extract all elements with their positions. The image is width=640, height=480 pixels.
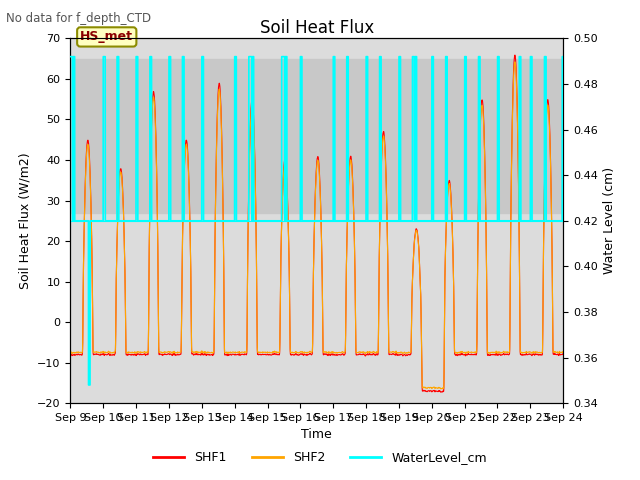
Title: Soil Heat Flux: Soil Heat Flux bbox=[260, 19, 374, 37]
Legend: SHF1, SHF2, WaterLevel_cm: SHF1, SHF2, WaterLevel_cm bbox=[148, 446, 492, 469]
Y-axis label: Soil Heat Flux (W/m2): Soil Heat Flux (W/m2) bbox=[19, 153, 31, 289]
Bar bbox=[70, 59, 563, 213]
Text: HS_met: HS_met bbox=[80, 30, 133, 43]
Text: No data for f_depth_CTD: No data for f_depth_CTD bbox=[6, 12, 152, 25]
Y-axis label: Water Level (cm): Water Level (cm) bbox=[604, 167, 616, 275]
X-axis label: Time: Time bbox=[301, 429, 332, 442]
